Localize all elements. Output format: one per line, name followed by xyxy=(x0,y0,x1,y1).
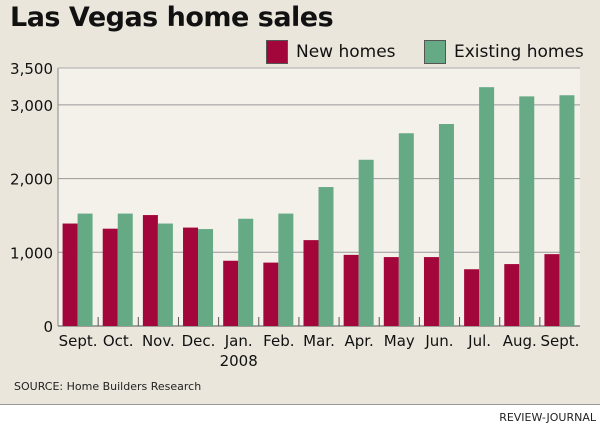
x-tick-label: Apr. xyxy=(344,332,373,350)
chart-title: Las Vegas home sales xyxy=(10,2,334,33)
bar-existing-homes xyxy=(479,87,495,326)
bar-new-homes xyxy=(62,223,78,326)
bar-existing-homes xyxy=(77,213,93,326)
bar-existing-homes xyxy=(238,218,254,326)
legend-item-existing-homes: Existing homes xyxy=(424,40,584,64)
bar-new-homes xyxy=(544,254,560,326)
bar-new-homes xyxy=(183,227,199,326)
legend-swatch-existing xyxy=(424,40,446,64)
bar-new-homes xyxy=(142,215,158,326)
year-label: 2008 xyxy=(220,352,258,370)
bar-new-homes xyxy=(223,260,239,326)
bar-existing-homes xyxy=(198,229,214,326)
x-tick-label: Mar. xyxy=(303,332,335,350)
bar-new-homes xyxy=(343,254,359,326)
bar-existing-homes xyxy=(519,96,535,326)
bar-new-homes xyxy=(102,228,118,326)
y-tick-label: 1,000 xyxy=(10,244,53,262)
x-tick-label: Jan. xyxy=(224,332,253,350)
bar-new-homes xyxy=(464,269,480,326)
bar-new-homes xyxy=(423,257,439,326)
bar-new-homes xyxy=(504,264,520,326)
legend-item-new-homes: New homes xyxy=(266,40,396,64)
legend-swatch-new xyxy=(266,40,288,64)
x-tick-label: Sept. xyxy=(540,332,579,350)
legend-label: New homes xyxy=(296,42,396,62)
x-tick-label: Nov. xyxy=(142,332,175,350)
x-tick-label: Sept. xyxy=(59,332,98,350)
y-tick-label: 3,500 xyxy=(10,60,53,78)
bar-new-homes xyxy=(263,262,279,326)
x-tick-label: Dec. xyxy=(182,332,216,350)
legend-label: Existing homes xyxy=(454,42,584,62)
bar-existing-homes xyxy=(438,124,454,326)
bar-existing-homes xyxy=(157,223,173,326)
bar-existing-homes xyxy=(559,95,575,326)
bar-existing-homes xyxy=(278,213,294,326)
credit: REVIEW-JOURNAL xyxy=(499,411,596,424)
bar-existing-homes xyxy=(358,159,374,326)
y-tick-label: 2,000 xyxy=(10,171,53,189)
x-tick-label: May xyxy=(384,332,415,350)
bar-existing-homes xyxy=(398,133,414,326)
y-tick-label: 3,000 xyxy=(10,97,53,115)
source-note: SOURCE: Home Builders Research xyxy=(14,380,202,393)
y-tick-label: 0 xyxy=(43,318,53,336)
bar-existing-homes xyxy=(318,187,334,326)
bar-existing-homes xyxy=(117,213,133,326)
x-tick-label: Jun. xyxy=(424,332,453,350)
bar-new-homes xyxy=(383,257,399,326)
x-tick-label: Feb. xyxy=(263,332,294,350)
bar-new-homes xyxy=(303,240,319,326)
x-tick-label: Jul. xyxy=(467,332,491,350)
x-tick-label: Oct. xyxy=(103,332,134,350)
x-tick-label: Aug. xyxy=(503,332,537,350)
